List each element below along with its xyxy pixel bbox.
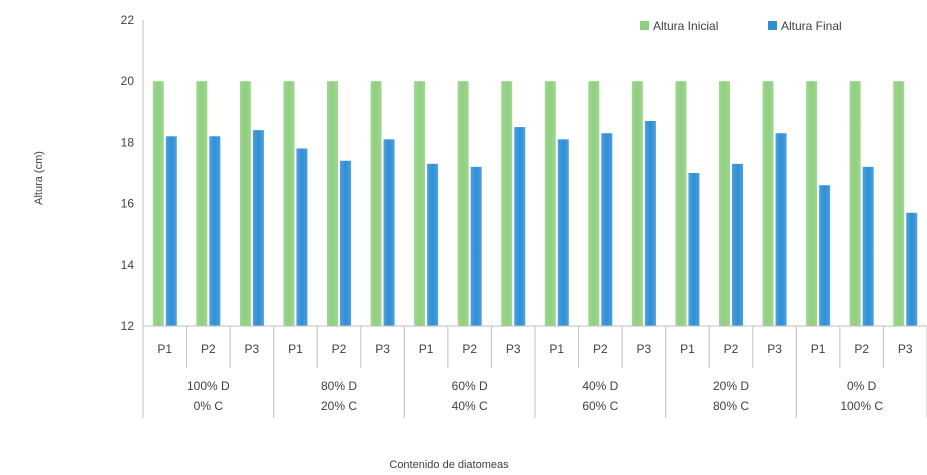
bar-inicial [370, 81, 382, 326]
bar-final [252, 130, 264, 326]
x-tick-label: P2 [462, 342, 477, 356]
bar-final [427, 163, 439, 326]
x-tick-label: P1 [419, 342, 434, 356]
x-tick-label: P1 [549, 342, 564, 356]
y-axis-title: Altura (cm) [33, 151, 45, 205]
x-tick-label: P2 [724, 342, 739, 356]
group-label-line1: 0% D [847, 379, 877, 393]
bar-final [470, 166, 482, 326]
bar-final [775, 133, 787, 326]
bar-inicial [414, 81, 426, 326]
x-tick-label: P2 [854, 342, 869, 356]
bar-inicial [501, 81, 513, 326]
group-label-line1: 40% D [582, 379, 618, 393]
legend-swatch [768, 21, 777, 30]
bar-inicial [849, 81, 861, 326]
y-tick-label: 14 [121, 258, 135, 272]
y-tick-label: 20 [121, 74, 135, 88]
plot-area [152, 81, 918, 326]
group-label-line1: 100% D [187, 379, 230, 393]
bar-inicial [457, 81, 469, 326]
bar-inicial [719, 81, 730, 326]
bar-inicial [196, 81, 208, 326]
y-tick-label: 22 [121, 13, 135, 27]
bar-inicial [544, 81, 556, 326]
bar-inicial [631, 81, 643, 326]
bar-final [601, 133, 613, 326]
bar-final [340, 160, 351, 326]
bar-final [819, 185, 831, 326]
group-label-line2: 60% C [582, 399, 618, 413]
x-tick-label: P2 [332, 342, 347, 356]
group-label-line2: 0% C [194, 399, 224, 413]
bar-inicial [762, 81, 774, 326]
x-tick-label: P2 [593, 342, 608, 356]
x-tick-label: P1 [288, 342, 303, 356]
y-tick-label: 12 [121, 319, 135, 333]
x-tick-label: P1 [811, 342, 826, 356]
x-tick-label: P3 [506, 342, 521, 356]
bar-final [209, 136, 221, 326]
x-tick-label: P3 [245, 342, 260, 356]
legend: Altura Inicial Altura Final [640, 19, 842, 33]
x-tick-label: P3 [637, 342, 652, 356]
group-label-line2: 80% C [713, 399, 749, 413]
legend-label: Altura Final [781, 19, 842, 33]
bar-inicial [239, 81, 251, 326]
legend-swatch [640, 21, 649, 30]
y-axis: 12 14 16 18 20 22 [121, 13, 144, 333]
bar-inicial [327, 81, 338, 326]
bar-final [383, 139, 395, 326]
legend-label: Altura Inicial [653, 19, 718, 33]
group-label-line2: 40% C [452, 399, 488, 413]
x-tick-label: P1 [680, 342, 695, 356]
bar-final [165, 136, 177, 326]
x-tick-label: P3 [767, 342, 782, 356]
group-label-line1: 60% D [452, 379, 488, 393]
bar-final [514, 127, 526, 326]
bar-inicial [806, 81, 818, 326]
bar-final [862, 166, 874, 326]
y-tick-label: 16 [121, 197, 135, 211]
bar-final [732, 163, 743, 326]
y-tick-label: 18 [121, 135, 135, 149]
group-label-line1: 20% D [713, 379, 749, 393]
bar-final [644, 120, 656, 326]
bar-final [688, 173, 700, 326]
bar-final [296, 148, 308, 326]
bar-inicial [588, 81, 600, 326]
bar-inicial [893, 81, 905, 326]
bar-inicial [675, 81, 687, 326]
bar-inicial [152, 81, 164, 326]
group-label-line2: 100% C [840, 399, 883, 413]
bar-inicial [283, 81, 295, 326]
x-tick-label: P3 [898, 342, 913, 356]
group-label-line2: 20% C [321, 399, 357, 413]
x-tick-label: P3 [375, 342, 390, 356]
x-tick-label: P2 [201, 342, 216, 356]
x-axis: P1 P2 P3 P1 P2 P3 P1 P2 P3 P1 P2 P3 P1 P2 P3 P1 P2 P3 100%… [142, 325, 927, 418]
x-axis-title: Contenido de diatomeas [389, 459, 509, 471]
x-tick-label: P1 [157, 342, 172, 356]
bar-final [906, 212, 918, 326]
group-label-line1: 80% D [321, 379, 357, 393]
bar-final [557, 139, 569, 326]
